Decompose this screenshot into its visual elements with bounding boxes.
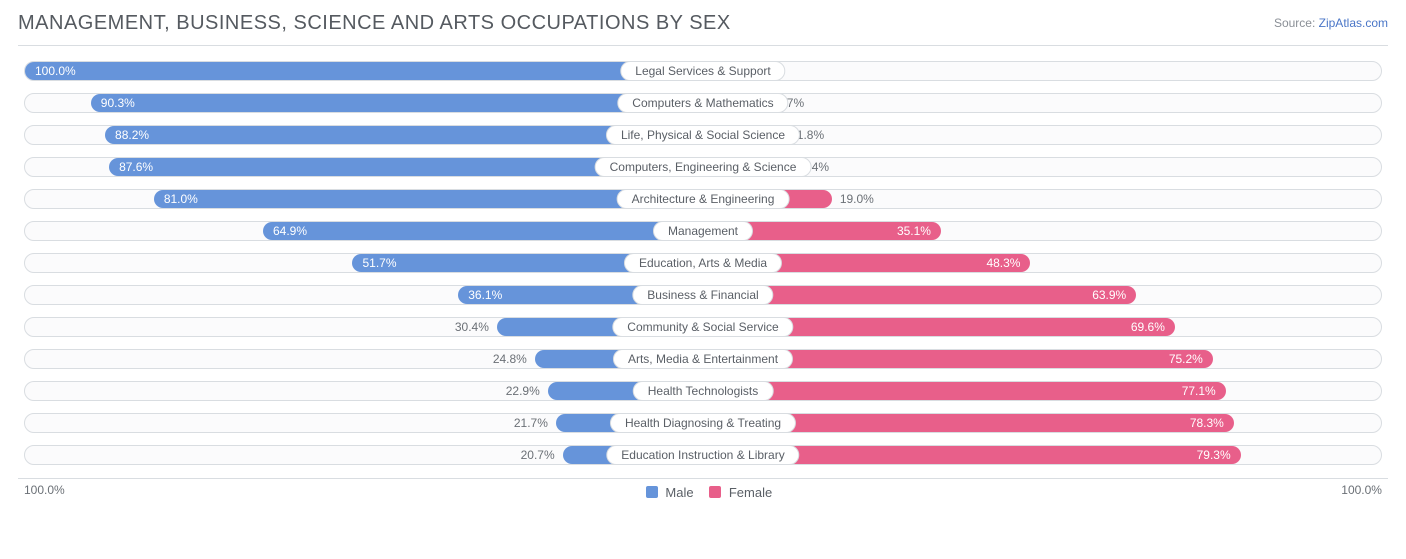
value-male: 100.0% — [25, 64, 86, 78]
value-female: 69.6% — [1121, 320, 1175, 334]
value-male: 22.9% — [498, 382, 548, 400]
value-male: 90.3% — [91, 96, 145, 110]
chart-row: 20.7% 79.3% Education Instruction & Librar… — [18, 442, 1388, 468]
category-label: Computers & Mathematics — [617, 93, 788, 113]
value-female: 35.1% — [887, 224, 941, 238]
chart-row: 24.8% 75.2% Arts, Media & Entertainment — [18, 346, 1388, 372]
value-female: 75.2% — [1159, 352, 1213, 366]
chart-title: MANAGEMENT, BUSINESS, SCIENCE AND ARTS O… — [18, 12, 731, 35]
source-link[interactable]: ZipAtlas.com — [1319, 16, 1388, 30]
bar-male: 64.9% — [263, 222, 703, 240]
value-male: 30.4% — [447, 318, 497, 336]
chart-row: 21.7% 78.3% Health Diagnosing & Treating — [18, 410, 1388, 436]
chart-row: 22.9% 77.1% Health Technologists — [18, 378, 1388, 404]
value-male: 36.1% — [458, 288, 512, 302]
legend: Male Female — [634, 483, 772, 500]
chart-source: Source: ZipAtlas.com — [1274, 12, 1388, 30]
legend-label-male: Male — [665, 485, 693, 500]
category-label: Education Instruction & Library — [606, 445, 799, 465]
value-male: 24.8% — [485, 350, 535, 368]
x-axis-left: 100.0% — [24, 483, 65, 500]
chart-row: 36.1% 63.9% Business & Financial — [18, 282, 1388, 308]
chart-row: 100.0%0.0%Legal Services & Support — [18, 58, 1388, 84]
chart-row: 90.3%9.7%Computers & Mathematics — [18, 90, 1388, 116]
category-label: Architecture & Engineering — [617, 189, 790, 209]
value-male: 87.6% — [109, 160, 163, 174]
value-female: 78.3% — [1180, 416, 1234, 430]
chart-row: 51.7% 48.3% Education, Arts & Media — [18, 250, 1388, 276]
chart-row: 87.6%12.4%Computers, Engineering & Scien… — [18, 154, 1388, 180]
bar-male: 90.3% — [91, 94, 703, 112]
legend-swatch-male — [646, 486, 658, 498]
category-label: Legal Services & Support — [620, 61, 785, 81]
value-female: 63.9% — [1082, 288, 1136, 302]
category-label: Computers, Engineering & Science — [595, 157, 812, 177]
value-male: 64.9% — [263, 224, 317, 238]
chart-row: 88.2%11.8%Life, Physical & Social Scienc… — [18, 122, 1388, 148]
chart-row: 30.4% 69.6% Community & Social Service — [18, 314, 1388, 340]
value-male: 51.7% — [352, 256, 406, 270]
category-label: Management — [653, 221, 753, 241]
chart-header: MANAGEMENT, BUSINESS, SCIENCE AND ARTS O… — [18, 12, 1388, 35]
bar-male: 100.0% — [25, 62, 703, 80]
bar-female: 77.1% — [703, 382, 1226, 400]
legend-swatch-female — [709, 486, 721, 498]
value-male: 20.7% — [513, 446, 563, 464]
x-axis: 100.0% Male Female 100.0% — [18, 479, 1388, 500]
value-female: 77.1% — [1172, 384, 1226, 398]
category-label: Health Technologists — [633, 381, 774, 401]
category-label: Life, Physical & Social Science — [606, 125, 800, 145]
value-female: 19.0% — [832, 190, 882, 208]
category-label: Arts, Media & Entertainment — [613, 349, 793, 369]
value-male: 81.0% — [154, 192, 208, 206]
diverging-bar-chart: 100.0%0.0%Legal Services & Support 90.3%9… — [18, 45, 1388, 479]
chart-row: 81.0% 19.0% Architecture & Engineering — [18, 186, 1388, 212]
category-label: Community & Social Service — [612, 317, 793, 337]
chart-row: 64.9% 35.1% Management — [18, 218, 1388, 244]
value-female: 79.3% — [1187, 448, 1241, 462]
source-label: Source: — [1274, 16, 1315, 30]
value-male: 88.2% — [105, 128, 159, 142]
category-label: Business & Financial — [632, 285, 773, 305]
value-female: 48.3% — [976, 256, 1030, 270]
category-label: Health Diagnosing & Treating — [610, 413, 796, 433]
category-label: Education, Arts & Media — [624, 253, 782, 273]
legend-label-female: Female — [729, 485, 772, 500]
x-axis-right: 100.0% — [1341, 483, 1382, 500]
value-male: 21.7% — [506, 414, 556, 432]
